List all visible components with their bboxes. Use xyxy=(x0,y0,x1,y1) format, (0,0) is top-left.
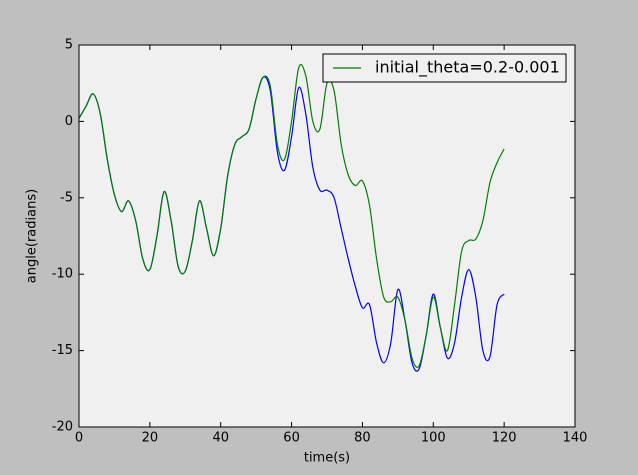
x-tick-label: 60 xyxy=(283,431,300,446)
y-axis-label: angle(radians) xyxy=(25,189,40,283)
x-tick-label: 100 xyxy=(421,431,446,446)
x-tick-label: 0 xyxy=(75,431,83,446)
legend-label: initial_theta=0.2-0.001 xyxy=(375,58,560,78)
y-tick-label: -20 xyxy=(52,420,73,435)
x-tick-label: 40 xyxy=(212,431,229,446)
plot-area xyxy=(79,45,575,427)
plot-frame xyxy=(78,44,576,428)
y-tick-label: 0 xyxy=(65,114,73,129)
legend-box xyxy=(322,53,567,83)
x-tick-label: 120 xyxy=(492,431,517,446)
x-tick-label: 140 xyxy=(563,431,588,446)
x-axis-label: time(s) xyxy=(304,451,350,466)
y-tick-label: 5 xyxy=(65,38,73,53)
y-tick-label: -10 xyxy=(52,267,73,282)
series-line xyxy=(78,64,505,368)
y-tick-label: -5 xyxy=(60,190,73,205)
x-tick-label: 20 xyxy=(142,431,159,446)
y-tick-label: -15 xyxy=(52,343,73,358)
x-tick-label: 80 xyxy=(354,431,371,446)
